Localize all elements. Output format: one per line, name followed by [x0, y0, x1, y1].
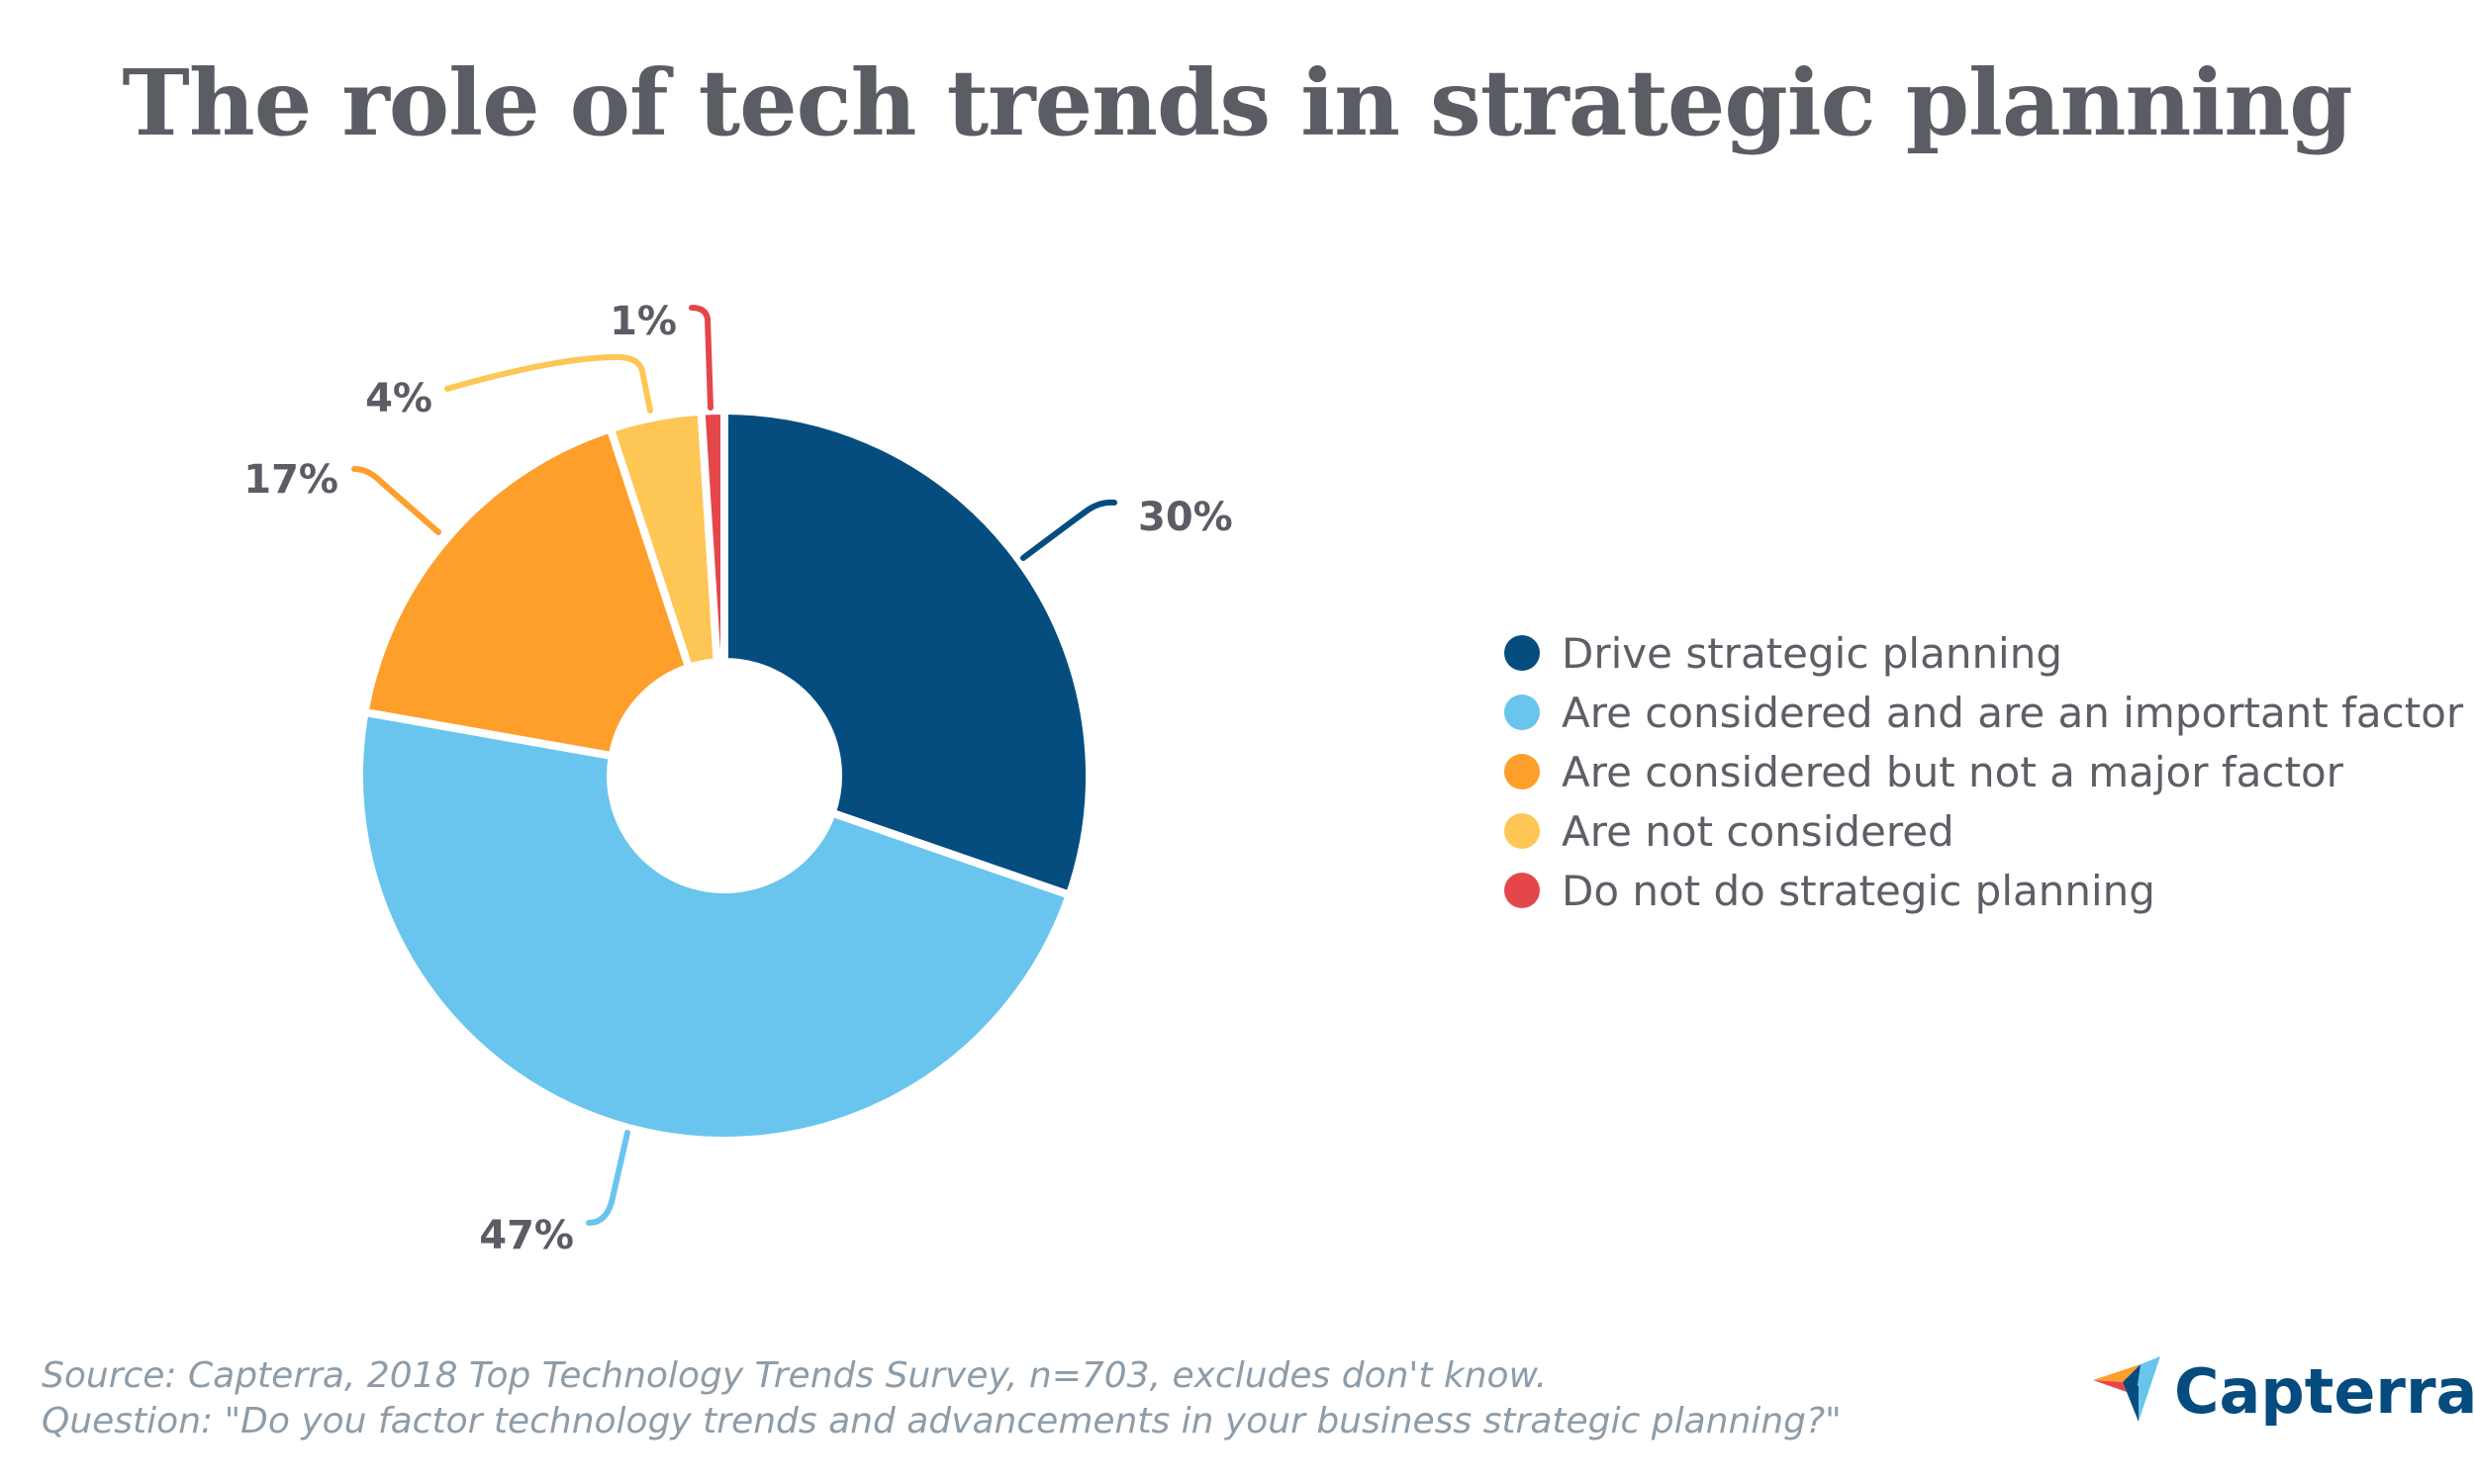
legend-item: Are considered and are an important fact… — [1504, 683, 2463, 742]
legend: Drive strategic planning Are considered a… — [1504, 623, 2463, 920]
capterra-logo-icon — [2093, 1355, 2160, 1422]
leader-line — [586, 1130, 630, 1226]
capterra-logo-text: Capterra — [2174, 1355, 2474, 1428]
chart-title: The role of tech trends in strategic pla… — [122, 49, 2352, 156]
source-note: Source: Capterra, 2018 Top Technology Tr… — [42, 1353, 1842, 1444]
question-text: Question: "Do you factor technology tren… — [42, 1401, 1842, 1441]
legend-swatch — [1504, 635, 1540, 671]
legend-swatch — [1504, 873, 1540, 908]
legend-swatch — [1504, 813, 1540, 849]
leader-line — [689, 305, 714, 411]
leader-line — [351, 466, 441, 535]
data-label: 17% — [243, 457, 338, 503]
legend-item: Drive strategic planning — [1504, 623, 2463, 683]
legend-label: Are considered and are an important fact… — [1562, 688, 2464, 737]
data-label: 1% — [610, 299, 677, 344]
slice-1-pct — [697, 407, 728, 667]
slice-30-pct — [720, 407, 1094, 899]
legend-label: Are considered but not a major factor — [1562, 747, 2343, 796]
leader-line — [1020, 499, 1117, 561]
legend-swatch — [1504, 695, 1540, 730]
legend-item: Are considered but not a major factor — [1504, 742, 2463, 801]
data-label: 30% — [1138, 495, 1233, 540]
legend-label: Do not do strategic planning — [1562, 866, 2155, 915]
data-label: 47% — [479, 1213, 574, 1258]
data-label: 4% — [365, 376, 432, 421]
capterra-logo: Capterra — [2093, 1355, 2474, 1428]
legend-label: Are not considered — [1562, 806, 1954, 856]
legend-item: Do not do strategic planning — [1504, 861, 2463, 920]
legend-swatch — [1504, 754, 1540, 789]
source-text: Source: Capterra, 2018 Top Technology Tr… — [42, 1355, 1548, 1396]
slice-17-pct — [360, 424, 694, 761]
legend-label: Drive strategic planning — [1562, 628, 2063, 678]
legend-item: Are not considered — [1504, 801, 2463, 861]
slice-47-pct — [354, 707, 1074, 1145]
leader-line — [444, 353, 653, 414]
